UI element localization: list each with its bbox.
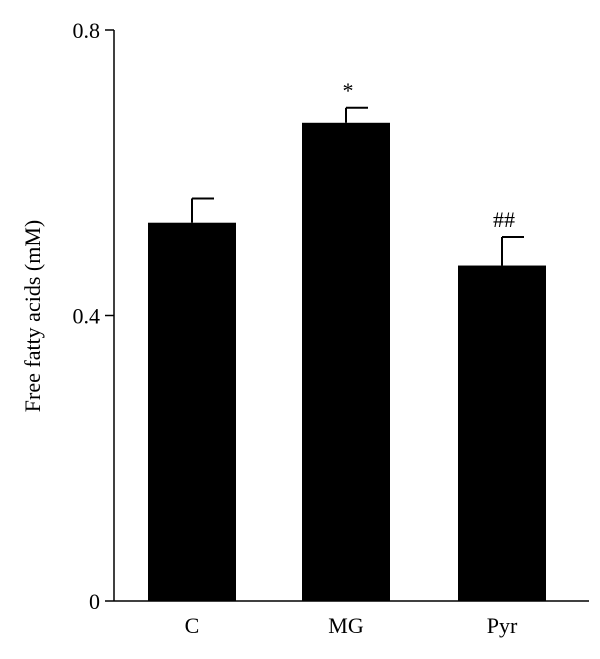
- bar-group: [148, 122, 546, 601]
- x-tick-label: C: [185, 613, 200, 638]
- y-tick-label: 0.4: [73, 304, 101, 329]
- annotation-label-group: * ##: [343, 78, 516, 232]
- x-tick-label: MG: [328, 613, 364, 638]
- significance-label: ##: [493, 207, 515, 232]
- y-tick-label: 0.8: [73, 18, 101, 43]
- y-tick-label: 0: [89, 589, 100, 614]
- bar-mg: [302, 122, 390, 601]
- bar-c: [148, 222, 236, 601]
- y-axis-title: Free fatty acids (mM): [20, 220, 45, 412]
- bar-pyr: [458, 265, 546, 601]
- significance-label: *: [343, 78, 354, 103]
- y-axis: 0 0.4 0.8: [73, 18, 115, 614]
- category-label-group: C MG Pyr: [185, 613, 518, 638]
- x-tick-label: Pyr: [487, 613, 518, 638]
- error-bar-group: [191, 106, 524, 266]
